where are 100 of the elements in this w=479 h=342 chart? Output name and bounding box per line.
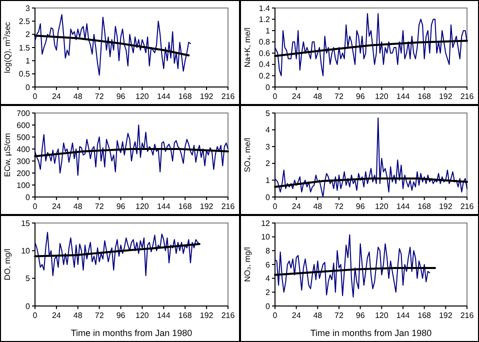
line-series: [274, 13, 468, 76]
x-tick-label: 48: [313, 92, 323, 101]
y-tick-label: 0: [26, 82, 31, 92]
y-tick-label: 600: [16, 120, 31, 130]
y-tick-label: 10: [261, 232, 271, 242]
x-tick-label: 168: [178, 92, 192, 101]
x-tick-label: 120: [374, 92, 389, 101]
y-tick-label: 500: [16, 132, 31, 142]
x-tick-label: 48: [73, 202, 83, 211]
x-tick-label: 24: [292, 311, 302, 320]
x-tick-label: 24: [52, 311, 62, 320]
x-tick-label: 0: [272, 202, 278, 211]
x-tick-label: 48: [313, 311, 323, 320]
y-tick-label: 2.5: [18, 16, 31, 26]
x-tick-label: 96: [116, 92, 126, 101]
y-tick-label: 8: [266, 246, 271, 256]
x-tick-label: 72: [334, 202, 344, 211]
x-tick-label: 0: [272, 311, 278, 320]
y-tick-label: 1.4: [258, 4, 271, 13]
x-tick-label: 144: [396, 311, 410, 320]
x-tick-label: 216: [221, 92, 236, 101]
y-tick-label: 4: [266, 274, 271, 284]
y-tick-label: 0: [26, 192, 31, 202]
x-tick-label: 24: [52, 202, 62, 211]
y-tick-label: 700: [16, 108, 31, 118]
x-axis-title: Time in months from Jan 1980: [70, 328, 192, 338]
x-axis-title: Time in months from Jan 1980: [310, 328, 432, 338]
y-tick-label: 2: [26, 30, 31, 40]
y-tick-label: 5: [266, 108, 271, 118]
x-tick-label: 168: [418, 92, 432, 101]
x-tick-label: 144: [396, 92, 410, 101]
x-tick-label: 120: [374, 202, 389, 211]
x-tick-label: 192: [200, 311, 214, 320]
y-tick-label: 1: [266, 176, 271, 185]
x-tick-label: 192: [438, 202, 453, 211]
x-tick-label: 48: [73, 311, 83, 320]
x-tick-label: 24: [52, 92, 62, 101]
line-series: [274, 234, 430, 298]
x-tick-label: 48: [73, 92, 83, 101]
x-tick-label: 168: [418, 202, 432, 211]
x-tick-label: 216: [221, 202, 236, 211]
y-tick-label: 400: [16, 144, 31, 154]
x-tick-label: 192: [200, 202, 214, 211]
y-tick-label: 2: [266, 288, 271, 297]
y-tick-label: 0.4: [258, 60, 271, 70]
x-tick-label: 96: [356, 311, 366, 320]
x-tick-label: 72: [334, 311, 344, 320]
y-axis-title: SO₄, me/l: [243, 138, 252, 172]
line-series: [34, 232, 200, 276]
y-tick-label: 1.2: [258, 15, 271, 24]
x-tick-label: 120: [136, 202, 150, 211]
y-axis-title: NO₃, mg/l: [243, 246, 252, 282]
x-tick-label: 216: [221, 311, 236, 320]
x-tick-label: 0: [32, 92, 38, 101]
y-tick-label: 300: [16, 156, 31, 166]
y-tick-label: 0: [266, 302, 271, 311]
y-tick-label: 0: [26, 302, 31, 311]
y-tick-label: 1: [266, 26, 271, 36]
y-tick-label: 10: [21, 246, 31, 256]
x-tick-label: 96: [116, 202, 126, 211]
y-tick-label: 15: [21, 218, 31, 228]
x-tick-label: 216: [460, 311, 474, 320]
x-tick-label: 120: [374, 311, 389, 320]
line-series: [34, 14, 191, 76]
x-tick-label: 120: [136, 311, 150, 320]
x-tick-label: 24: [292, 202, 302, 211]
y-tick-label: 100: [16, 180, 31, 190]
x-tick-label: 168: [178, 311, 192, 320]
x-tick-label: 144: [156, 202, 171, 211]
y-axis-title: Na+K, me/l: [243, 27, 252, 68]
x-tick-label: 96: [356, 92, 366, 101]
y-tick-label: 200: [16, 168, 31, 178]
y-tick-label: 0.8: [258, 38, 271, 47]
x-tick-label: 96: [356, 202, 366, 211]
x-tick-label: 72: [94, 92, 104, 101]
x-tick-label: 48: [313, 202, 323, 211]
x-tick-label: 72: [94, 202, 104, 211]
y-axis-title: ECw, µS/cm: [3, 132, 12, 177]
x-tick-label: 96: [116, 311, 126, 320]
y-tick-label: 0: [266, 82, 271, 92]
y-tick-label: 0.6: [258, 48, 271, 58]
x-tick-label: 192: [438, 311, 453, 320]
y-tick-label: 3: [26, 4, 31, 13]
line-series: [34, 124, 228, 176]
y-tick-label: 5: [26, 274, 31, 284]
x-tick-label: 0: [32, 311, 38, 320]
x-tick-label: 72: [94, 311, 104, 320]
y-tick-label: 2: [266, 159, 271, 168]
x-tick-label: 72: [334, 92, 344, 101]
x-tick-label: 144: [396, 202, 410, 211]
y-tick-label: 0.2: [258, 72, 271, 81]
y-tick-label: 0.5: [18, 70, 31, 79]
y-tick-label: 12: [261, 218, 271, 228]
y-tick-label: 4: [266, 126, 271, 135]
x-tick-label: 192: [438, 92, 453, 101]
y-tick-label: 3: [266, 142, 271, 152]
x-tick-label: 0: [32, 202, 38, 211]
y-tick-label: 6: [266, 260, 271, 270]
x-tick-label: 144: [156, 311, 171, 320]
x-tick-label: 192: [200, 92, 214, 101]
